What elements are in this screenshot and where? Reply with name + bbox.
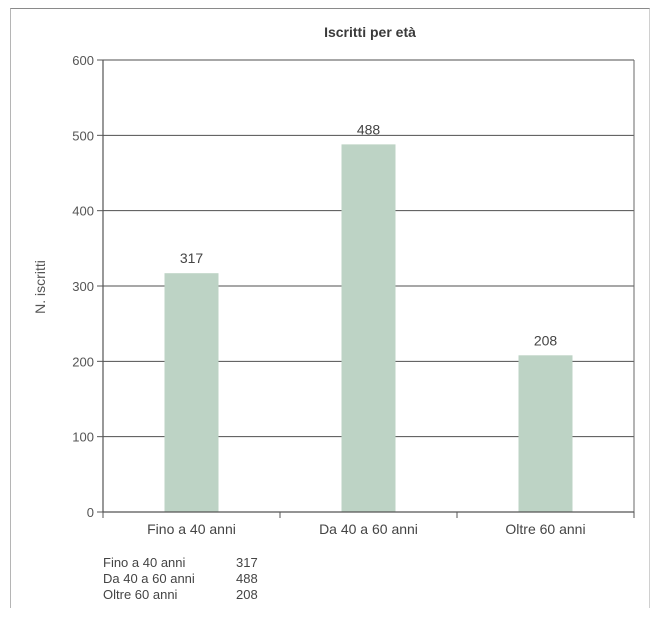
y-tick-label: 100 — [72, 430, 94, 445]
x-tick-label: Oltre 60 anni — [505, 521, 585, 537]
data-table-row: Da 40 a 60 anni 488 — [103, 571, 276, 587]
data-table-value: 488 — [236, 571, 276, 587]
data-table-category: Oltre 60 anni — [103, 587, 236, 603]
x-tick-label: Da 40 a 60 anni — [319, 521, 418, 537]
y-tick-label: 500 — [72, 128, 94, 143]
y-tick-label: 300 — [72, 279, 94, 294]
bar — [342, 144, 396, 512]
y-axis-label: N. iscritti — [32, 260, 48, 314]
data-label: 317 — [180, 250, 204, 266]
data-table-category: Fino a 40 anni — [103, 555, 236, 571]
data-table-value: 208 — [236, 587, 276, 603]
data-table-row: Oltre 60 anni 208 — [103, 587, 276, 603]
data-label: 488 — [357, 121, 381, 137]
bar — [519, 355, 573, 512]
data-label: 208 — [534, 332, 558, 348]
data-table-value: 317 — [236, 555, 276, 571]
bar — [165, 273, 219, 512]
y-tick-label: 600 — [72, 53, 94, 68]
bars — [165, 144, 573, 512]
y-tick-label: 0 — [87, 505, 94, 520]
data-table-category: Da 40 a 60 anni — [103, 571, 236, 587]
x-tick-label: Fino a 40 anni — [147, 521, 236, 537]
y-tick-label: 200 — [72, 354, 94, 369]
y-tick-label: 400 — [72, 204, 94, 219]
data-table-row: Fino a 40 anni 317 — [103, 555, 276, 571]
chart-title: Iscritti per età — [324, 24, 416, 40]
data-table: Fino a 40 anni 317 Da 40 a 60 anni 488 O… — [103, 555, 276, 603]
labels: 0 100 200 300 400 500 600 317 Fino a 40 anni 488 D… — [72, 53, 585, 537]
